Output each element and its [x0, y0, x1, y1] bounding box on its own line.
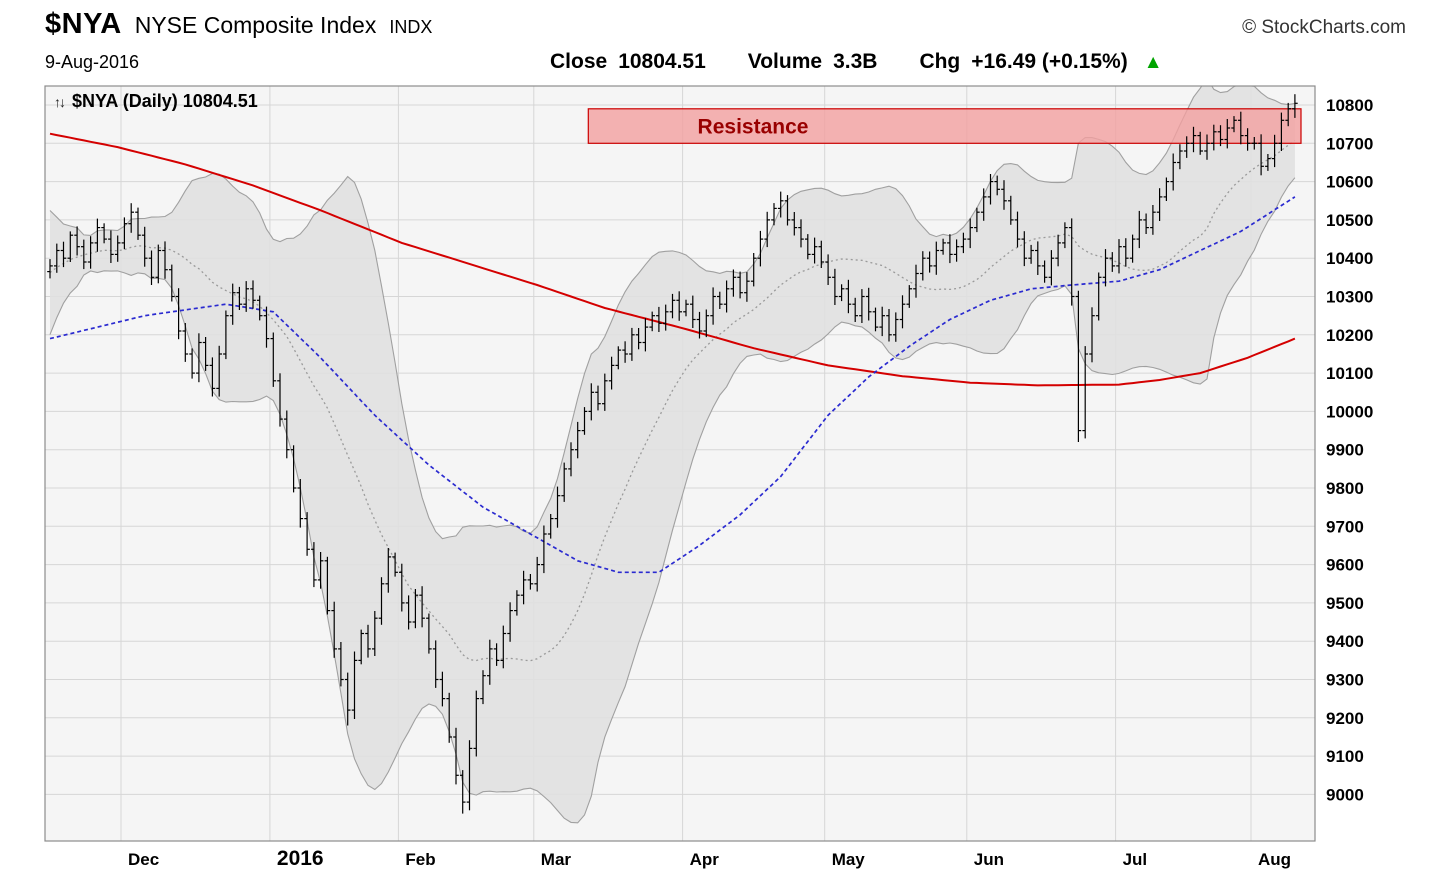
svg-text:10800: 10800 — [1326, 96, 1373, 115]
chg-value: +16.49 (+0.15%) — [971, 50, 1128, 73]
svg-text:Jul: Jul — [1123, 850, 1148, 869]
index-name: NYSE Composite Index — [134, 12, 377, 38]
svg-text:Resistance: Resistance — [698, 116, 809, 139]
exchange: INDX — [389, 17, 433, 37]
volume-value: 3.3B — [833, 50, 878, 73]
svg-text:Aug: Aug — [1258, 850, 1291, 869]
quote-metrics: Close 10804.51 Volume 3.3B Chg +16.49 (+… — [550, 50, 1163, 74]
svg-text:9500: 9500 — [1326, 594, 1364, 613]
plot-border — [44, 85, 1316, 842]
svg-text:9600: 9600 — [1326, 556, 1364, 575]
svg-text:Apr: Apr — [690, 850, 720, 869]
chart-date: 9-Aug-2016 — [45, 52, 140, 72]
svg-text:May: May — [832, 850, 866, 869]
price-bars — [47, 94, 1298, 814]
change-up-arrow-icon: ▲ — [1143, 52, 1163, 73]
chg-label: Chg — [919, 50, 961, 73]
sma50-blue-dotted-line — [49, 196, 1296, 574]
sma20-dotted-line — [49, 139, 1296, 662]
symbol: $NYA — [45, 8, 122, 40]
svg-text:9100: 9100 — [1326, 747, 1364, 766]
svg-text:10700: 10700 — [1326, 134, 1373, 153]
x-axis-labels: Dec 2016 Feb Mar Apr May Jun Jul Aug — [128, 847, 1291, 870]
svg-text:2016: 2016 — [277, 847, 324, 870]
chart-header: $NYA NYSE Composite Index INDX © StockCh… — [45, 8, 1406, 41]
svg-text:10100: 10100 — [1326, 364, 1373, 383]
chart-series-text: $NYA (Daily) 10804.51 — [72, 91, 258, 111]
chart-canvas: Resistance 90009100920093009400950096009… — [44, 85, 1373, 870]
svg-text:10500: 10500 — [1326, 211, 1373, 230]
quote-row: 9-Aug-2016 Close 10804.51 Volume 3.3B Ch… — [45, 50, 1406, 76]
stockcharts-brand: © StockCharts.com — [1242, 17, 1406, 38]
svg-text:9300: 9300 — [1326, 671, 1364, 690]
chart-series-label: ↑↓ $NYA (Daily) 10804.51 — [54, 91, 258, 112]
svg-text:9000: 9000 — [1326, 785, 1364, 804]
svg-text:10600: 10600 — [1326, 173, 1373, 192]
sma200-red-line — [49, 132, 1296, 387]
svg-text:10400: 10400 — [1326, 249, 1373, 268]
svg-text:Dec: Dec — [128, 850, 159, 869]
svg-text:10200: 10200 — [1326, 326, 1373, 345]
volume-label: Volume — [747, 50, 823, 73]
svg-text:Feb: Feb — [405, 850, 435, 869]
svg-text:10000: 10000 — [1326, 402, 1373, 421]
chart-area: Resistance 9000 9100 9200 9300 9400 9500 9600 9… — [0, 84, 1444, 883]
updown-arrows-icon: ↑↓ — [54, 93, 66, 110]
svg-text:9200: 9200 — [1326, 709, 1364, 728]
svg-text:10300: 10300 — [1326, 288, 1373, 307]
resistance-zone: Resistance — [587, 108, 1302, 144]
svg-text:9400: 9400 — [1326, 632, 1364, 651]
instrument-title: $NYA NYSE Composite Index INDX — [45, 8, 432, 41]
svg-text:9800: 9800 — [1326, 479, 1364, 498]
close-value: 10804.51 — [618, 50, 706, 73]
close-label: Close — [550, 50, 608, 73]
svg-text:9700: 9700 — [1326, 517, 1364, 536]
y-axis-labels: 9000 9100 9200 9300 9400 9500 9600 9700 9800 9900… — [1326, 96, 1373, 804]
svg-text:Jun: Jun — [974, 850, 1004, 869]
svg-text:Mar: Mar — [541, 850, 572, 869]
svg-text:9900: 9900 — [1326, 441, 1364, 460]
